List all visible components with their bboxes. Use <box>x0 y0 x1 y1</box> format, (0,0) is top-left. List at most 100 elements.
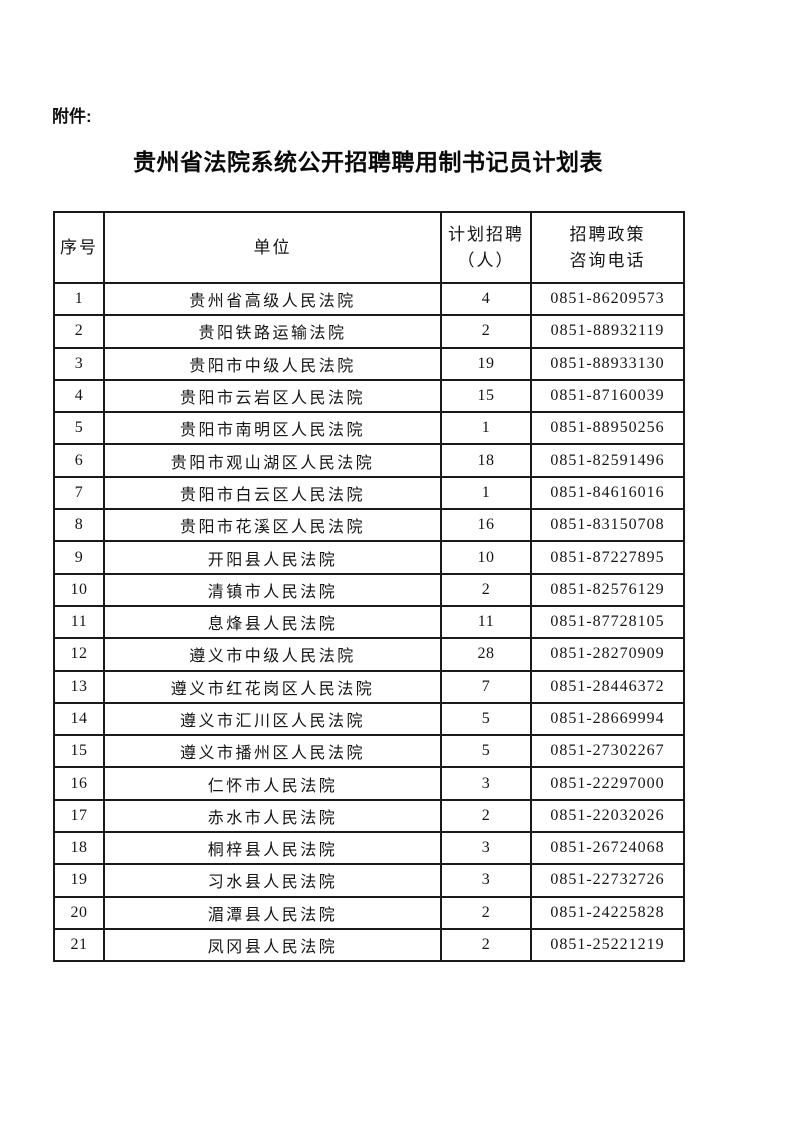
planned-count-cell: 2 <box>440 314 532 349</box>
serial-number-cell: 10 <box>53 572 105 607</box>
serial-number-cell: 21 <box>53 927 105 963</box>
recruitment-plan-table: 序号 单位 计划招聘 （人） 招聘政策 咨询电话 1 贵州省高级人民法院 4 0851… <box>53 211 685 963</box>
unit-cell: 贵阳市南明区人民法院 <box>103 411 442 446</box>
table-row: 13 遵义市红花岗区人民法院 7 0851-28446372 <box>53 669 685 704</box>
table-row: 7 贵阳市白云区人民法院 1 0851-84616016 <box>53 475 685 511</box>
unit-cell: 遵义市汇川区人民法院 <box>103 701 442 737</box>
table-row: 1 贵州省高级人民法院 4 0851-86209573 <box>53 281 685 317</box>
planned-count-cell: 5 <box>440 734 532 769</box>
serial-number-cell: 14 <box>53 701 105 737</box>
col-header-unit: 单位 <box>103 211 442 284</box>
policy-phone-cell: 0851-88950256 <box>530 411 685 446</box>
unit-cell: 贵阳市中级人民法院 <box>103 346 442 381</box>
planned-count-cell: 1 <box>440 475 532 511</box>
table-row: 14 遵义市汇川区人民法院 5 0851-28669994 <box>53 701 685 737</box>
table-row: 20 湄潭县人民法院 2 0851-24225828 <box>53 895 685 930</box>
table-row: 10 清镇市人民法院 2 0851-82576129 <box>53 572 685 607</box>
unit-cell: 习水县人民法院 <box>103 863 442 898</box>
table-row: 17 赤水市人民法院 2 0851-22032026 <box>53 798 685 834</box>
unit-cell: 湄潭县人民法院 <box>103 895 442 930</box>
table-row: 2 贵阳铁路运输法院 2 0851-88932119 <box>53 314 685 349</box>
table-row: 9 开阳县人民法院 10 0851-87227895 <box>53 540 685 575</box>
serial-number-cell: 9 <box>53 540 105 575</box>
planned-count-cell: 7 <box>440 669 532 704</box>
policy-phone-cell: 0851-22032026 <box>530 798 685 834</box>
serial-number-cell: 5 <box>53 411 105 446</box>
planned-count-cell: 2 <box>440 572 532 607</box>
table-row: 3 贵阳市中级人民法院 19 0851-88933130 <box>53 346 685 381</box>
planned-count-cell: 3 <box>440 831 532 866</box>
policy-phone-cell: 0851-88932119 <box>530 314 685 349</box>
unit-cell: 仁怀市人民法院 <box>103 766 442 801</box>
policy-phone-cell: 0851-86209573 <box>530 281 685 317</box>
unit-cell: 贵阳市白云区人民法院 <box>103 475 442 511</box>
policy-phone-cell: 0851-27302267 <box>530 734 685 769</box>
planned-count-cell: 10 <box>440 540 532 575</box>
planned-count-cell: 4 <box>440 281 532 317</box>
serial-number-cell: 11 <box>53 604 105 640</box>
planned-count-cell: 18 <box>440 443 532 478</box>
policy-phone-cell: 0851-28446372 <box>530 669 685 704</box>
serial-number-cell: 12 <box>53 637 105 672</box>
unit-cell: 遵义市播州区人民法院 <box>103 734 442 769</box>
serial-number-cell: 8 <box>53 508 105 543</box>
unit-cell: 贵州省高级人民法院 <box>103 281 442 317</box>
col-header-policy-phone: 招聘政策 咨询电话 <box>530 211 685 284</box>
planned-count-cell: 1 <box>440 411 532 446</box>
table-row: 8 贵阳市花溪区人民法院 16 0851-83150708 <box>53 508 685 543</box>
planned-count-cell: 15 <box>440 378 532 414</box>
unit-cell: 息烽县人民法院 <box>103 604 442 640</box>
policy-phone-cell: 0851-84616016 <box>530 475 685 511</box>
planned-count-cell: 19 <box>440 346 532 381</box>
policy-phone-cell: 0851-87160039 <box>530 378 685 414</box>
table-row: 21 凤冈县人民法院 2 0851-25221219 <box>53 927 685 963</box>
policy-phone-cell: 0851-87728105 <box>530 604 685 640</box>
serial-number-cell: 20 <box>53 895 105 930</box>
unit-cell: 贵阳市花溪区人民法院 <box>103 508 442 543</box>
unit-cell: 清镇市人民法院 <box>103 572 442 607</box>
serial-number-cell: 16 <box>53 766 105 801</box>
planned-count-cell: 28 <box>440 637 532 672</box>
unit-cell: 遵义市中级人民法院 <box>103 637 442 672</box>
table-row: 5 贵阳市南明区人民法院 1 0851-88950256 <box>53 411 685 446</box>
serial-number-cell: 4 <box>53 378 105 414</box>
policy-phone-cell: 0851-24225828 <box>530 895 685 930</box>
policy-phone-cell: 0851-22297000 <box>530 766 685 801</box>
attachment-label: 附件: <box>52 107 92 126</box>
planned-count-cell: 11 <box>440 604 532 640</box>
serial-number-cell: 6 <box>53 443 105 478</box>
table-row: 15 遵义市播州区人民法院 5 0851-27302267 <box>53 734 685 769</box>
planned-count-cell: 2 <box>440 798 532 834</box>
planned-count-cell: 2 <box>440 927 532 963</box>
unit-cell: 贵阳市云岩区人民法院 <box>103 378 442 414</box>
unit-cell: 贵阳铁路运输法院 <box>103 314 442 349</box>
policy-phone-cell: 0851-82591496 <box>530 443 685 478</box>
policy-phone-cell: 0851-88933130 <box>530 346 685 381</box>
policy-phone-cell: 0851-25221219 <box>530 927 685 963</box>
serial-number-cell: 1 <box>53 281 105 317</box>
planned-count-cell: 5 <box>440 701 532 737</box>
serial-number-cell: 13 <box>53 669 105 704</box>
policy-phone-cell: 0851-22732726 <box>530 863 685 898</box>
policy-phone-cell: 0851-28270909 <box>530 637 685 672</box>
unit-cell: 桐梓县人民法院 <box>103 831 442 866</box>
col-header-planned-count: 计划招聘 （人） <box>440 211 532 284</box>
policy-phone-cell: 0851-83150708 <box>530 508 685 543</box>
policy-phone-cell: 0851-26724068 <box>530 831 685 866</box>
serial-number-cell: 15 <box>53 734 105 769</box>
policy-phone-cell: 0851-28669994 <box>530 701 685 737</box>
planned-count-cell: 16 <box>440 508 532 543</box>
unit-cell: 遵义市红花岗区人民法院 <box>103 669 442 704</box>
unit-cell: 赤水市人民法院 <box>103 798 442 834</box>
unit-cell: 开阳县人民法院 <box>103 540 442 575</box>
serial-number-cell: 18 <box>53 831 105 866</box>
policy-phone-cell: 0851-87227895 <box>530 540 685 575</box>
serial-number-cell: 2 <box>53 314 105 349</box>
table-row: 16 仁怀市人民法院 3 0851-22297000 <box>53 766 685 801</box>
serial-number-cell: 3 <box>53 346 105 381</box>
policy-phone-cell: 0851-82576129 <box>530 572 685 607</box>
planned-count-cell: 3 <box>440 863 532 898</box>
planned-count-cell: 2 <box>440 895 532 930</box>
table-row: 4 贵阳市云岩区人民法院 15 0851-87160039 <box>53 378 685 414</box>
